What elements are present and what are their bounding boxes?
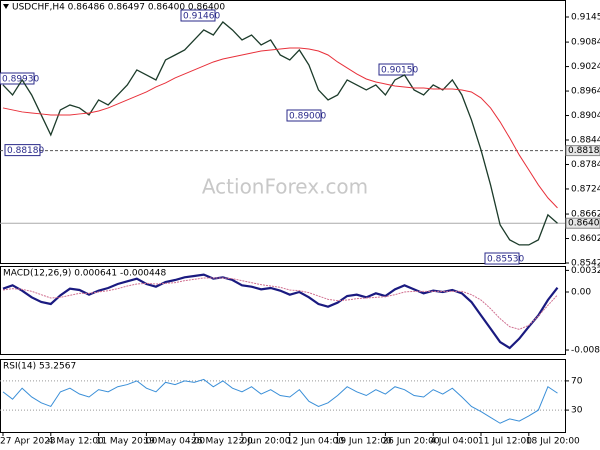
panel-title: MACD(12,26,9) 0.000641 -0.000448 <box>3 269 166 279</box>
annotation: 0.91460 <box>183 12 220 22</box>
panel-title: RSI(14) 53.2567 <box>3 362 76 372</box>
y-tick-label: 0.91455 <box>571 13 600 23</box>
x-tick-label: 4 May 12:00 <box>48 437 104 447</box>
y-tick-label: 0.00 <box>571 288 591 298</box>
price-tag-label: 0.88180 <box>568 146 600 156</box>
series-line <box>2 21 558 246</box>
price-tag <box>565 145 600 157</box>
annotation: 0.89000 <box>289 112 326 122</box>
watermark: ActionForex.com <box>202 175 368 199</box>
x-tick-label: 4 Jul 04:00 <box>430 437 479 447</box>
y-tick-label: 0.86025 <box>571 234 600 244</box>
annotation: 0.89930 <box>2 75 39 85</box>
series-line <box>2 378 558 424</box>
series-line <box>2 47 558 209</box>
title-arrow <box>3 4 9 9</box>
price-tag-label: 0.86400 <box>568 219 600 229</box>
y-tick-label: 0.003242 <box>571 266 600 276</box>
x-tick-label: 2 Jun 20:00 <box>239 437 291 447</box>
annotation-box <box>180 9 216 22</box>
level-label: 0.88180 <box>7 146 44 156</box>
panel-frame <box>0 0 566 264</box>
y-tick-label: 70 <box>571 376 583 386</box>
annotation: 0.90150 <box>381 66 418 76</box>
y-tick-label: 30 <box>571 406 583 416</box>
x-tick-label: 26 May 12:00 <box>191 437 253 447</box>
x-tick-label: 12 Jun 04:00 <box>287 437 344 447</box>
x-tick-label: 19 Jun 12:00 <box>335 437 392 447</box>
annotation-box <box>484 252 520 265</box>
panel-title: USDCHF,H4 0.86486 0.86497 0.86400 0.8640… <box>12 3 225 13</box>
annotation-box <box>0 72 35 85</box>
annotation-box <box>286 109 322 122</box>
y-tick-label: 0.86625 <box>571 210 600 220</box>
annotation-box <box>378 63 414 76</box>
x-tick-label: 11 May 20:00 <box>96 437 158 447</box>
x-tick-label: 27 Apr 2023 <box>0 437 56 447</box>
x-tick-label: 18 Jul 20:00 <box>526 437 580 447</box>
y-tick-label: 0.85425 <box>571 259 600 269</box>
x-tick-label: 11 Jul 12:00 <box>478 437 532 447</box>
level-box <box>4 144 41 157</box>
price-tag <box>565 217 600 229</box>
panel-frame <box>0 359 566 433</box>
annotation: 0.85530 <box>487 255 524 265</box>
x-tick-label: 19 May 04:00 <box>143 437 205 447</box>
panel-frame <box>0 266 566 355</box>
series-line <box>2 277 558 330</box>
y-tick-label: -0.008703 <box>571 346 600 356</box>
x-tick-label: 26 Jun 20:00 <box>382 437 439 447</box>
